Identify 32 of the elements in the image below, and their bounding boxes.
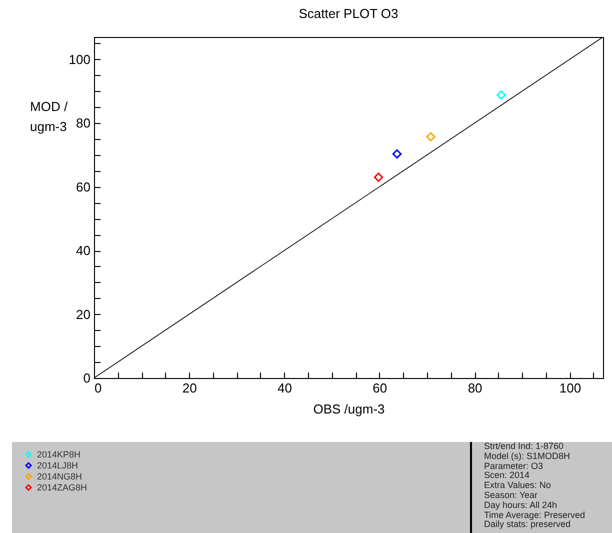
x-tick-label: 0 bbox=[94, 380, 102, 396]
point bbox=[392, 149, 402, 159]
legend-label: 2014LJ8H bbox=[37, 460, 78, 470]
legend-label: 2014KP8H bbox=[37, 450, 81, 460]
y-tick-label: 80 bbox=[76, 116, 90, 131]
text: Scen: 2014 bbox=[484, 470, 531, 482]
point bbox=[426, 132, 436, 142]
y-tick-label: 0 bbox=[83, 370, 90, 386]
text: Time Average: Preserved bbox=[484, 510, 586, 520]
text: Model (s): S1MOD8H bbox=[484, 450, 572, 462]
text: Extra Values: No bbox=[484, 480, 552, 491]
text: Parameter: O3 bbox=[484, 460, 544, 472]
text: Strt/end Ind: 1-8760 bbox=[484, 441, 565, 452]
y-tick-label: 100 bbox=[68, 52, 90, 67]
chart-title: Scatter PLOT O3 bbox=[298, 6, 398, 21]
x-tick-label: 40 bbox=[278, 380, 292, 396]
x-tick-label: 20 bbox=[182, 380, 197, 396]
y-tick-label: 20 bbox=[76, 306, 90, 322]
legend-label: 2014NG8H bbox=[37, 472, 82, 482]
x-axis-title: OBS /ugm-3 bbox=[313, 402, 385, 416]
y-axis-title: MOD / ugm-3 bbox=[30, 99, 68, 134]
text: Day hours: All 24h bbox=[484, 500, 558, 510]
legend-label: 2014ZAG8H bbox=[37, 482, 88, 492]
text: Daily stats: preserved bbox=[484, 519, 572, 530]
x-tick-label: 60 bbox=[372, 380, 388, 396]
point bbox=[374, 172, 384, 182]
point bbox=[496, 90, 506, 100]
y-tick-label: 40 bbox=[76, 243, 90, 258]
x-tick-label: 80 bbox=[468, 380, 482, 396]
x-tick-label: 100 bbox=[559, 380, 582, 396]
text: Season: Year bbox=[484, 490, 539, 501]
y-tick-label: 60 bbox=[76, 179, 90, 194]
